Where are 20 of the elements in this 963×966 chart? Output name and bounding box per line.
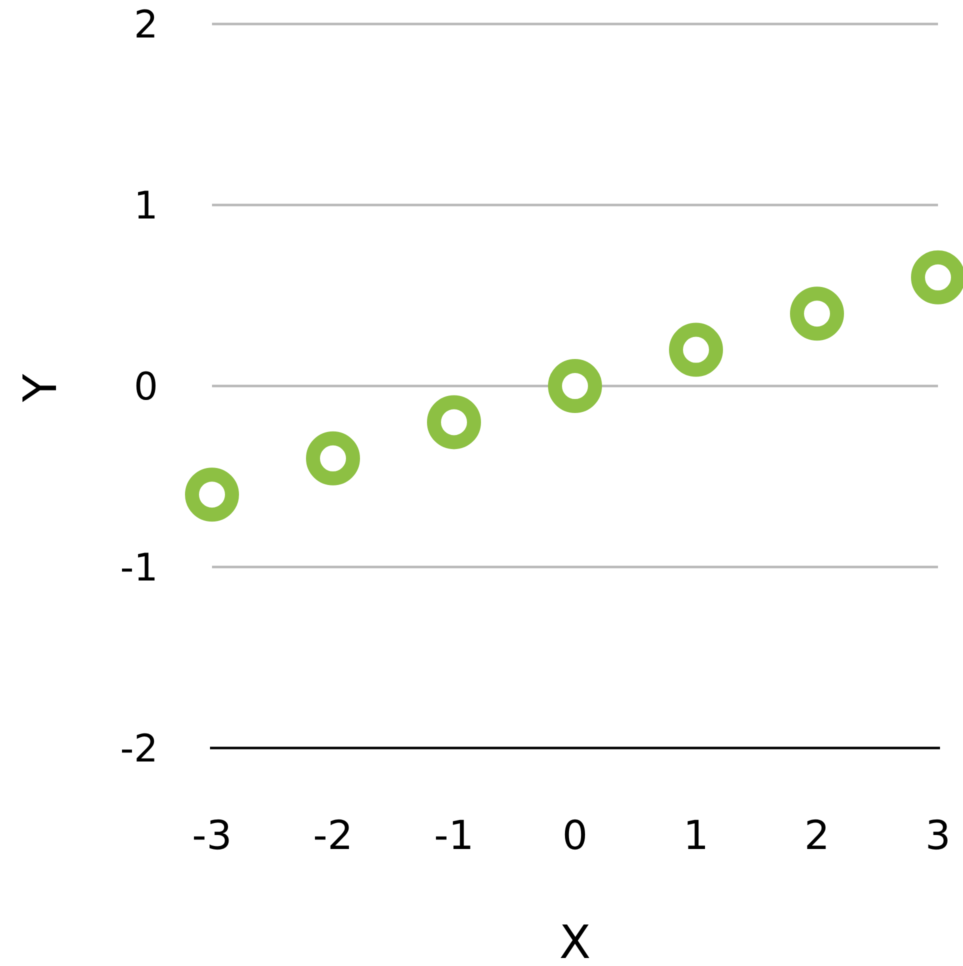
- point: [669, 322, 723, 377]
- point: [427, 395, 481, 450]
- x-axis-title: X: [559, 915, 591, 966]
- x-tick-label: 0: [562, 813, 588, 859]
- point: [306, 431, 360, 486]
- x-tick-label: 2: [804, 813, 830, 859]
- point: [548, 359, 602, 413]
- x-tick-label: 1: [683, 813, 709, 859]
- x-tick-label: -1: [434, 813, 474, 859]
- y-tick-label: 1: [134, 183, 158, 228]
- point: [185, 468, 239, 522]
- y-tick-label: -1: [120, 545, 158, 590]
- y-tick-label: 2: [134, 2, 158, 46]
- x-tick-label: -3: [192, 813, 232, 859]
- y-tick-label: 0: [134, 364, 158, 408]
- x-tick-label: -2: [313, 813, 353, 859]
- y-axis-title: Y: [13, 373, 68, 404]
- point: [790, 286, 844, 341]
- x-tick-label: 3: [925, 813, 951, 859]
- y-tick-label: -2: [120, 726, 158, 770]
